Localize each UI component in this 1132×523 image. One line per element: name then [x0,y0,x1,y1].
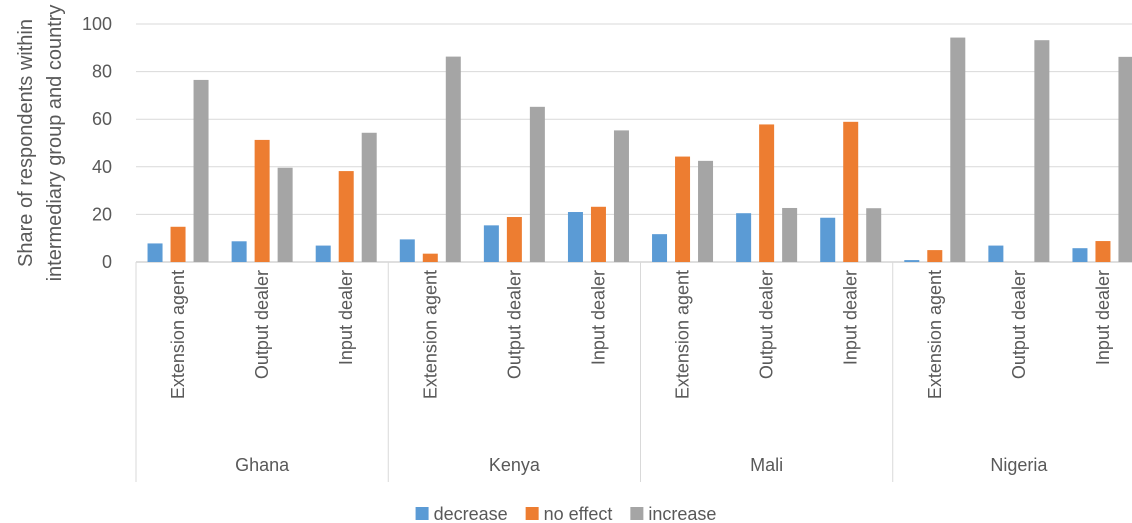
x-category-label: Input dealer [588,270,608,365]
x-category-label: Input dealer [1093,270,1113,365]
bar-decrease [904,260,920,262]
y-axis-ticks: 0 20 40 60 80 100 [82,14,112,272]
legend: decrease no effect increase [415,504,716,523]
bar-decrease [399,239,415,262]
legend-label: decrease [434,504,508,523]
x-axis: Extension agent Output dealer Input dealer… [135,262,1113,482]
x-category-label: Extension agent [673,270,693,399]
bar-no-effect [675,156,691,262]
bar-no-effect [422,253,438,262]
bar-no-effect [927,250,943,262]
gridlines [136,23,1132,263]
y-tick-label: 40 [92,157,112,177]
legend-label: increase [648,504,716,523]
bar-increase [193,79,209,263]
x-group-label: Nigeria [990,455,1048,475]
bar-no-effect [338,171,354,262]
bar-decrease [988,245,1004,262]
x-category-label: Input dealer [841,270,861,365]
bar-decrease [736,213,752,262]
legend-swatch-increase [630,507,644,520]
x-category-label: Output dealer [1009,270,1029,379]
y-tick-label: 60 [92,109,112,129]
bar-increase [950,37,966,262]
bar-decrease [567,212,583,262]
bar-increase [277,167,293,262]
bar-no-effect [590,206,606,262]
bar-increase [445,56,461,262]
y-axis-label-line-1: Share of respondents within [15,19,37,267]
bar-no-effect [170,226,186,262]
bar-decrease [652,234,668,262]
bar-no-effect [506,217,522,262]
x-category-label: Extension agent [420,270,440,399]
y-tick-label: 80 [92,62,112,82]
x-category-label: Output dealer [757,270,777,379]
y-tick-label: 100 [82,14,112,34]
bar-decrease [147,243,163,262]
bar-decrease [820,217,836,262]
bar-increase [529,106,545,262]
bar-decrease [315,245,331,262]
bar-no-effect [843,121,859,263]
bar-increase [613,130,629,262]
bar-increase [866,208,882,262]
bar-no-effect [759,124,775,262]
legend-swatch-decrease [415,507,429,520]
bar-increase [361,132,377,262]
bar-decrease [483,225,499,262]
y-axis-label-line-2: intermediary group and country [44,5,66,282]
x-group-label: Mali [750,455,783,475]
bar-no-effect [1095,241,1111,262]
legend-swatch-no-effect [525,507,539,520]
legend-label: no effect [544,504,613,523]
x-category-label: Output dealer [252,270,272,379]
bar-decrease [231,241,247,262]
bar-increase [1118,56,1132,263]
bar-decrease [1072,248,1088,262]
bar-increase [698,160,714,262]
x-group-label: Ghana [235,455,290,475]
y-tick-label: 0 [102,252,112,272]
x-category-label: Extension agent [168,270,188,399]
x-category-label: Extension agent [925,270,945,399]
y-tick-label: 20 [92,204,112,224]
bar-increase [782,207,798,262]
bar-increase [1034,40,1050,263]
x-group-label: Kenya [489,455,541,475]
x-category-label: Output dealer [504,270,524,379]
bar-no-effect [254,139,270,262]
x-category-label: Input dealer [336,270,356,365]
bars [147,37,1132,263]
